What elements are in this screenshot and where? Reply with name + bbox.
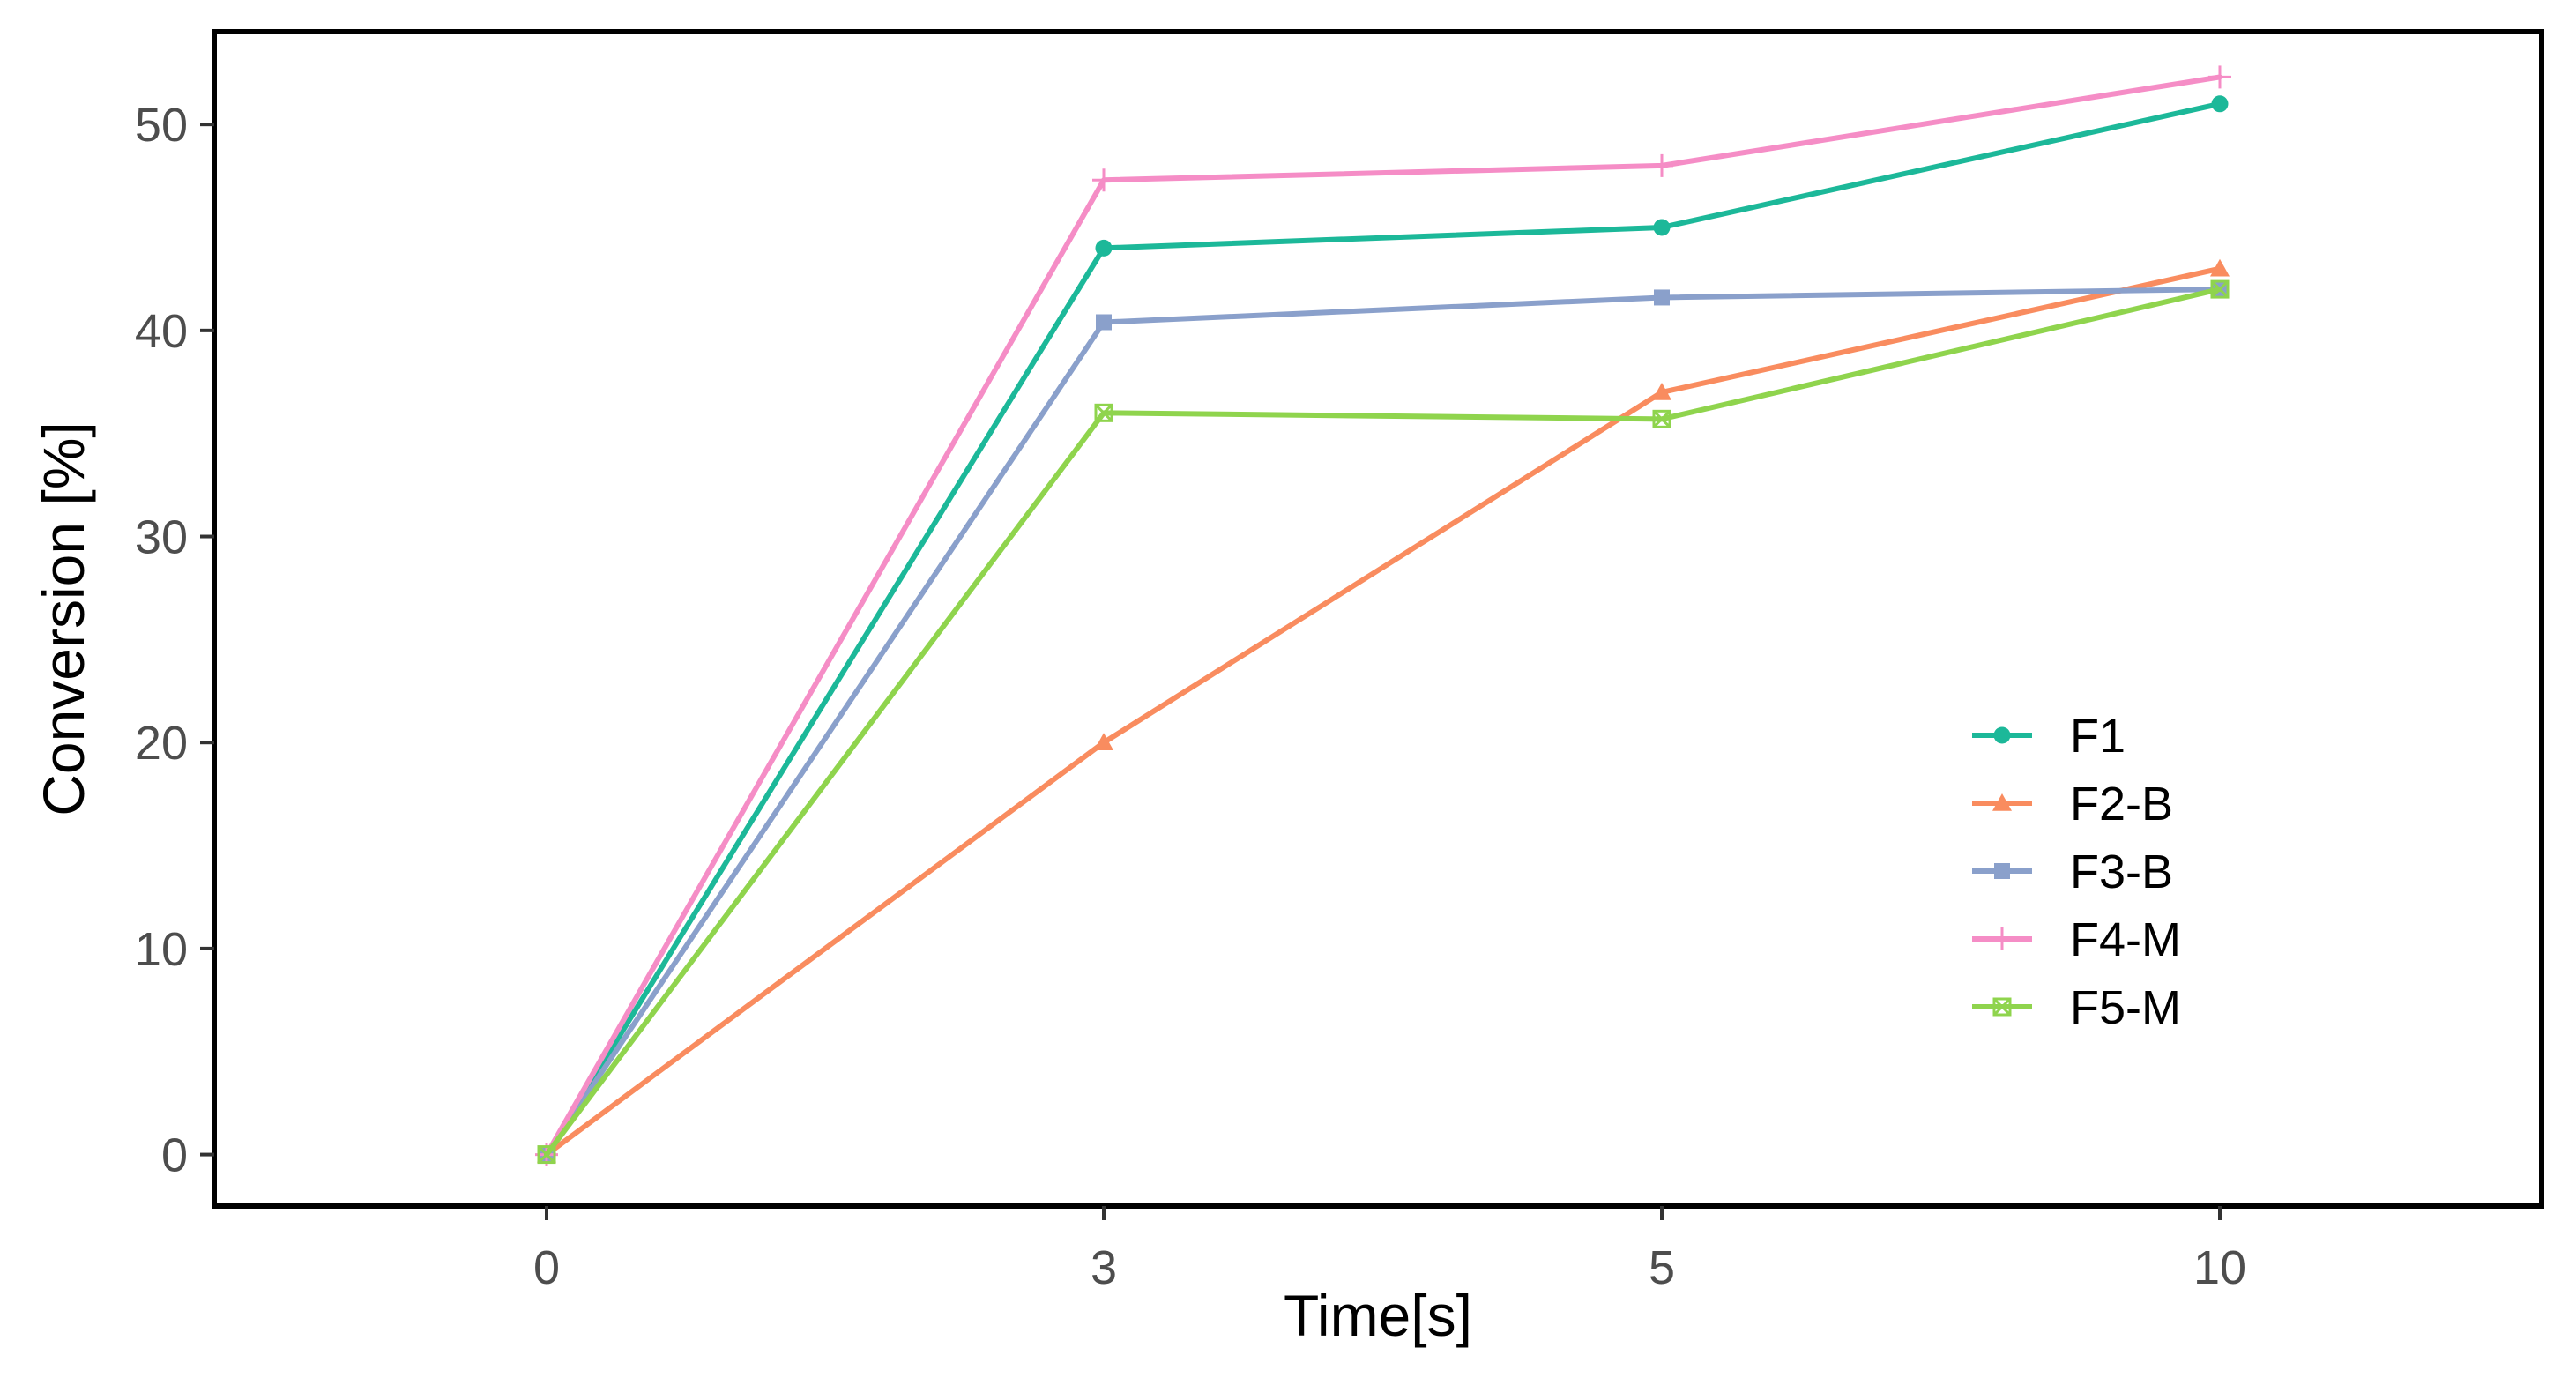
legend: F1 F2-B F3-B F4-M F5-M — [1972, 710, 2181, 1034]
legend-label: F4-M — [2070, 913, 2181, 966]
data-point-f4-m — [1650, 153, 1673, 177]
series-f5-m — [537, 279, 2230, 1165]
marker-box — [2210, 279, 2230, 299]
series-line-f3-b — [544, 287, 2222, 1158]
data-point-f2-b — [1094, 733, 1113, 751]
legend-label: F5-M — [2070, 981, 2181, 1034]
marker-plus — [2208, 65, 2231, 89]
marker-cross-b — [1652, 410, 1671, 428]
y-tick-label: 50 — [135, 99, 188, 152]
marker-plus — [1991, 927, 2014, 950]
marker-circle — [1095, 239, 1113, 257]
data-point-f4-m — [1092, 168, 1115, 192]
marker-cross-b — [1992, 997, 2012, 1017]
series-line-f1 — [544, 101, 2222, 1158]
series-line-f4-m — [544, 74, 2222, 1158]
marker-square-crossed — [537, 1145, 556, 1165]
marker-cross-b — [1094, 404, 1113, 422]
data-point-f5-m — [2210, 279, 2230, 299]
legend-label: F2-B — [2070, 778, 2173, 831]
marker-triangle — [2210, 258, 2230, 277]
marker-triangle — [1094, 733, 1113, 751]
marker-cross-b — [2210, 280, 2230, 299]
x-tick-label: 10 — [2193, 1241, 2246, 1294]
marker-box — [1094, 403, 1113, 422]
marker-circle — [1653, 219, 1671, 236]
legend-item-f1: F1 — [1972, 710, 2126, 763]
legend-label: F1 — [2070, 710, 2126, 763]
data-point-f4-m — [2208, 65, 2231, 89]
marker-circle — [2211, 95, 2229, 113]
marker-square — [1994, 863, 2010, 879]
data-point-f5-m — [537, 1145, 556, 1165]
x-axis: 0 3 5 10 — [533, 1206, 2246, 1294]
data-point-f2-b — [1652, 382, 1671, 400]
marker-plus — [1650, 153, 1673, 177]
y-axis-title: Conversion [%] — [31, 421, 96, 816]
x-tick-label: 3 — [1091, 1241, 1117, 1294]
y-tick-label: 10 — [135, 923, 188, 976]
y-tick-label: 40 — [135, 305, 188, 358]
y-tick-label: 20 — [135, 717, 188, 770]
data-point-f5-m — [1652, 409, 1671, 428]
series-line-f5-m — [544, 287, 2222, 1158]
legend-item-f2-b: F2-B — [1972, 778, 2173, 831]
marker-cross-b — [537, 1145, 556, 1164]
marker-square-crossed — [2210, 279, 2230, 299]
marker-box — [1652, 409, 1671, 428]
x-tick-label: 5 — [1649, 1241, 1675, 1294]
data-point-f3-b — [1654, 289, 1670, 306]
data-point-f5-m — [1094, 403, 1113, 422]
legend-item-f3-b: F3-B — [1972, 845, 2173, 898]
marker-triangle — [1992, 793, 2012, 811]
plot-panel-border — [212, 29, 2544, 1209]
marker-square-crossed — [1094, 403, 1113, 422]
marker-box — [1992, 997, 2012, 1017]
marker-square — [1654, 289, 1670, 306]
data-point-f1 — [2211, 95, 2229, 113]
legend-item-f4-m: F4-M — [1972, 913, 2181, 966]
series-layer — [535, 65, 2231, 1166]
x-axis-title: Time[s] — [1284, 1283, 1472, 1348]
marker-plus — [1092, 168, 1115, 192]
data-point-f1 — [1653, 219, 1671, 236]
series-line-f2-b — [544, 265, 2222, 1158]
marker-triangle — [1652, 382, 1671, 400]
marker-circle — [1993, 726, 2011, 744]
marker-square-crossed — [1992, 997, 2012, 1017]
data-point-f1 — [1095, 239, 1113, 257]
marker-box — [537, 1145, 556, 1165]
x-tick-label: 0 — [533, 1241, 560, 1294]
data-point-f3-b — [1096, 314, 1112, 331]
y-axis: 0 10 20 30 40 50 — [135, 99, 214, 1182]
y-tick-label: 0 — [161, 1129, 188, 1182]
legend-label: F3-B — [2070, 845, 2173, 898]
legend-item-f5-m: F5-M — [1972, 981, 2181, 1034]
y-tick-label: 30 — [135, 511, 188, 564]
data-point-f2-b — [2210, 258, 2230, 277]
marker-square — [1096, 314, 1112, 331]
marker-square-crossed — [1652, 409, 1671, 428]
